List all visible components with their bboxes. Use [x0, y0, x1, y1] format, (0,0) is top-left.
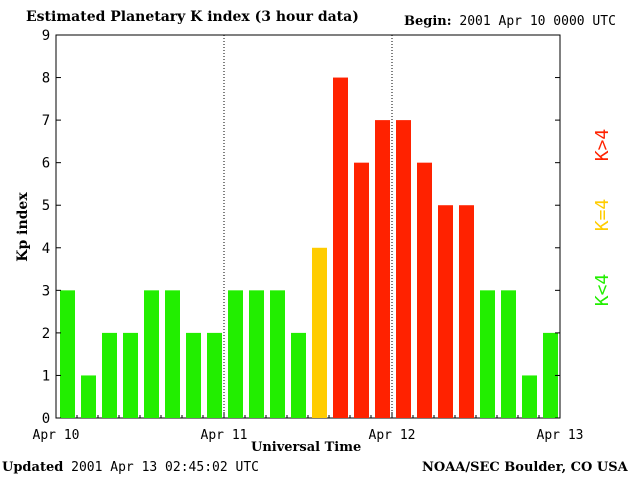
y-tick-label: 7 — [42, 113, 50, 129]
y-tick-label: 5 — [42, 198, 50, 214]
kp-bar — [480, 290, 495, 418]
kp-bar — [501, 290, 516, 418]
updated-time: Updated 2001 Apr 13 02:45:02 UTC — [2, 460, 259, 475]
kp-bar — [312, 247, 327, 418]
x-tick-label: Apr 10 — [33, 428, 80, 443]
x-tick-label: Apr 11 — [201, 428, 248, 443]
kp-bar — [249, 290, 264, 418]
kp-bar — [438, 205, 453, 418]
legend-item: K<4 — [592, 274, 613, 307]
y-tick-label: 2 — [42, 326, 50, 342]
y-axis-label: Kp index — [15, 192, 31, 262]
y-tick-label: 6 — [42, 156, 50, 172]
chart-title: Estimated Planetary K index (3 hour data… — [26, 9, 359, 25]
legend-item: K=4 — [592, 199, 613, 232]
kp-bar — [543, 332, 558, 418]
y-tick-label: 3 — [42, 283, 50, 299]
kp-bar — [144, 290, 159, 418]
y-tick-label: 1 — [42, 368, 50, 384]
y-tick-label: 0 — [42, 411, 50, 427]
y-tick-label: 4 — [42, 241, 50, 257]
legend-item: K>4 — [592, 129, 613, 162]
y-tick-label: 9 — [42, 28, 50, 44]
kp-bar — [459, 205, 474, 418]
kp-bar — [333, 77, 348, 419]
kp-bar — [522, 375, 537, 418]
begin-time: Begin: 2001 Apr 10 0000 UTC — [404, 14, 616, 29]
kp-bar — [417, 162, 432, 418]
kp-bar — [291, 332, 306, 418]
kp-bar — [123, 332, 138, 418]
kp-bar — [354, 162, 369, 418]
updated-value: 2001 Apr 13 02:45:02 UTC — [71, 460, 259, 475]
kp-bar — [60, 290, 75, 418]
kp-bar — [81, 375, 96, 418]
x-tick-label: Apr 13 — [537, 428, 584, 443]
updated-label: Updated — [2, 460, 64, 475]
kp-bar — [207, 332, 222, 418]
kp-bar — [396, 120, 411, 418]
x-tick-label: Apr 12 — [369, 428, 416, 443]
kp-bar — [102, 332, 117, 418]
begin-label: Begin: — [404, 14, 452, 29]
begin-value: 2001 Apr 10 0000 UTC — [459, 14, 616, 29]
kp-bar — [186, 332, 201, 418]
x-axis-label: Universal Time — [251, 440, 362, 455]
credit-text: NOAA/SEC Boulder, CO USA — [422, 460, 628, 475]
y-tick-label: 8 — [42, 71, 50, 87]
kp-bar — [165, 290, 180, 418]
kp-bar — [375, 120, 390, 418]
kp-bar — [270, 290, 285, 418]
kp-bar — [228, 290, 243, 418]
